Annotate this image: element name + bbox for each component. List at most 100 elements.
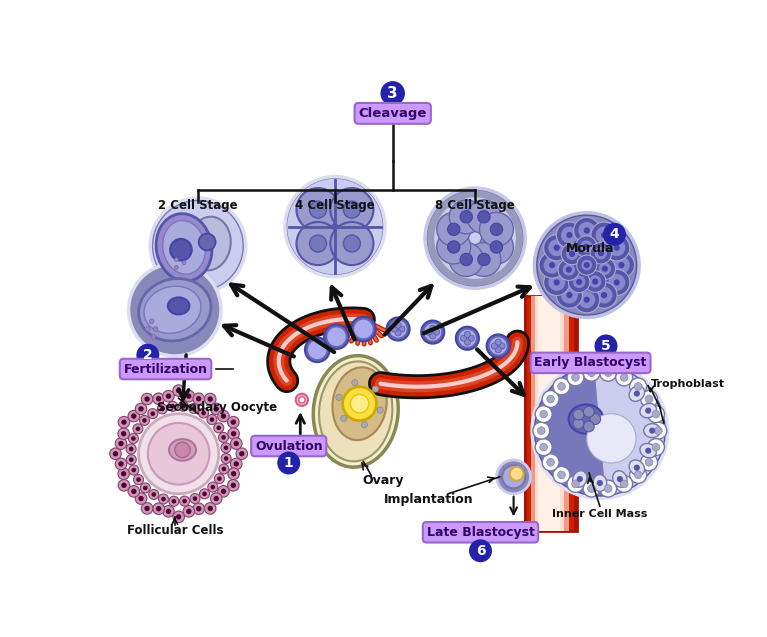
Circle shape bbox=[217, 476, 222, 481]
Text: 4: 4 bbox=[610, 227, 619, 241]
Circle shape bbox=[456, 327, 479, 350]
Circle shape bbox=[425, 188, 525, 288]
Circle shape bbox=[331, 222, 374, 265]
Ellipse shape bbox=[613, 471, 627, 487]
Ellipse shape bbox=[568, 404, 604, 434]
Circle shape bbox=[590, 413, 601, 424]
Circle shape bbox=[308, 340, 328, 360]
Circle shape bbox=[544, 234, 570, 261]
Circle shape bbox=[479, 212, 513, 247]
Circle shape bbox=[647, 439, 664, 455]
Circle shape bbox=[228, 468, 239, 480]
Circle shape bbox=[202, 492, 207, 496]
Circle shape bbox=[175, 442, 190, 457]
Circle shape bbox=[548, 240, 565, 256]
Circle shape bbox=[548, 274, 565, 291]
Circle shape bbox=[571, 373, 579, 382]
Circle shape bbox=[118, 468, 130, 480]
Circle shape bbox=[608, 240, 625, 256]
Circle shape bbox=[478, 254, 490, 266]
Circle shape bbox=[214, 474, 225, 483]
Circle shape bbox=[153, 201, 242, 290]
Circle shape bbox=[448, 223, 460, 236]
Circle shape bbox=[113, 451, 118, 457]
Circle shape bbox=[181, 404, 186, 408]
Circle shape bbox=[458, 329, 476, 347]
Text: Trophoblast: Trophoblast bbox=[650, 380, 725, 389]
Circle shape bbox=[207, 415, 217, 425]
Ellipse shape bbox=[332, 368, 387, 440]
Circle shape bbox=[544, 269, 570, 296]
Circle shape bbox=[575, 236, 597, 257]
Circle shape bbox=[141, 503, 153, 514]
Circle shape bbox=[153, 393, 164, 404]
Circle shape bbox=[296, 394, 308, 406]
Circle shape bbox=[327, 327, 347, 347]
Circle shape bbox=[160, 406, 165, 412]
Circle shape bbox=[566, 292, 572, 298]
Circle shape bbox=[574, 287, 600, 313]
Circle shape bbox=[460, 211, 472, 223]
Text: 4 Cell Stage: 4 Cell Stage bbox=[295, 199, 375, 212]
Circle shape bbox=[143, 485, 147, 490]
Circle shape bbox=[645, 448, 651, 454]
Circle shape bbox=[489, 337, 508, 355]
Circle shape bbox=[649, 427, 655, 434]
Circle shape bbox=[153, 503, 164, 515]
Ellipse shape bbox=[188, 217, 231, 270]
Circle shape bbox=[554, 245, 560, 251]
Circle shape bbox=[604, 234, 630, 261]
Ellipse shape bbox=[629, 460, 644, 475]
Circle shape bbox=[210, 493, 222, 505]
Circle shape bbox=[221, 454, 231, 464]
Circle shape bbox=[616, 369, 633, 386]
Circle shape bbox=[554, 280, 560, 285]
Circle shape bbox=[285, 176, 385, 276]
Circle shape bbox=[115, 438, 127, 449]
Circle shape bbox=[652, 443, 660, 451]
Ellipse shape bbox=[640, 403, 657, 418]
Circle shape bbox=[297, 188, 340, 231]
Circle shape bbox=[156, 506, 161, 512]
Circle shape bbox=[544, 257, 561, 273]
Text: Secondary Oocyte: Secondary Oocyte bbox=[157, 401, 277, 414]
Circle shape bbox=[634, 383, 642, 390]
Circle shape bbox=[542, 390, 559, 408]
Circle shape bbox=[344, 201, 360, 218]
Circle shape bbox=[183, 390, 195, 402]
Circle shape bbox=[150, 319, 154, 324]
Text: 1: 1 bbox=[284, 456, 294, 470]
Circle shape bbox=[571, 480, 579, 488]
Circle shape bbox=[183, 506, 195, 517]
Circle shape bbox=[199, 489, 209, 499]
Circle shape bbox=[556, 222, 582, 248]
Circle shape bbox=[533, 422, 550, 439]
Circle shape bbox=[163, 506, 174, 517]
Circle shape bbox=[479, 230, 513, 264]
Circle shape bbox=[218, 485, 229, 497]
Polygon shape bbox=[531, 296, 569, 531]
Circle shape bbox=[179, 496, 189, 506]
Circle shape bbox=[553, 466, 570, 483]
Circle shape bbox=[169, 496, 179, 506]
Circle shape bbox=[437, 212, 471, 247]
Circle shape bbox=[577, 255, 597, 275]
Circle shape bbox=[137, 345, 159, 366]
Circle shape bbox=[118, 428, 130, 440]
Circle shape bbox=[491, 343, 498, 349]
Text: Morula: Morula bbox=[566, 241, 615, 255]
Circle shape bbox=[189, 403, 199, 413]
Circle shape bbox=[566, 266, 572, 273]
Circle shape bbox=[652, 410, 660, 418]
Circle shape bbox=[591, 222, 617, 248]
Circle shape bbox=[614, 245, 620, 251]
Circle shape bbox=[556, 282, 582, 308]
Circle shape bbox=[387, 317, 410, 341]
Circle shape bbox=[140, 415, 150, 426]
Circle shape bbox=[604, 369, 612, 376]
Circle shape bbox=[214, 423, 224, 433]
Circle shape bbox=[540, 410, 548, 418]
Text: Implantation: Implantation bbox=[384, 494, 474, 506]
Circle shape bbox=[213, 496, 219, 501]
Circle shape bbox=[110, 448, 121, 459]
